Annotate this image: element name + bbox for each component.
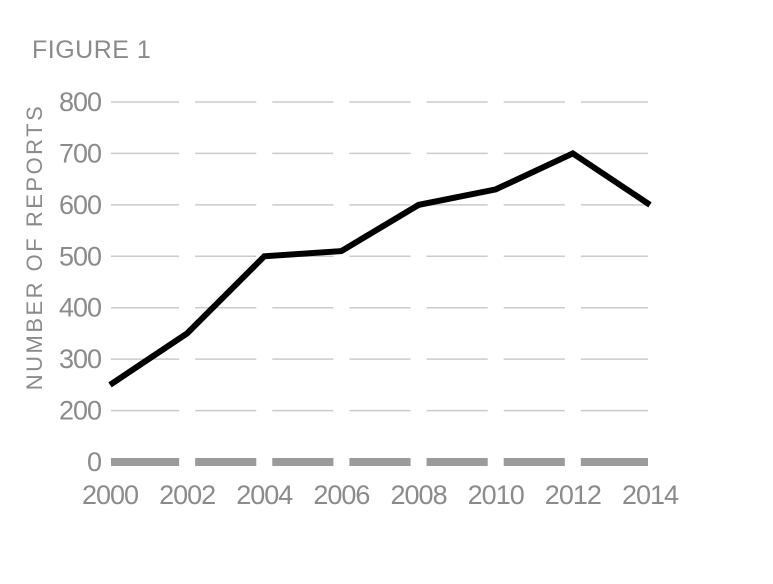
- y-tick-label-600: 600: [59, 190, 101, 220]
- x-tick-label-2010: 2010: [468, 480, 524, 510]
- y-tick-label-0: 0: [87, 447, 101, 477]
- x-tick-label-2004: 2004: [236, 480, 293, 510]
- x-tick-label-2002: 2002: [159, 480, 215, 510]
- x-tick-labels: 2000 2002 2004 2006 2008 2010 2012 2014: [82, 480, 680, 510]
- y-tick-label-400: 400: [59, 293, 101, 323]
- y-tick-label-500: 500: [59, 241, 101, 271]
- y-tick-label-300: 300: [59, 344, 101, 374]
- figure-title: FIGURE 1: [32, 36, 152, 64]
- y-axis-label: NUMBER OF REPORTS: [22, 104, 47, 391]
- x-tick-label-2006: 2006: [313, 480, 369, 510]
- gridlines: [111, 101, 648, 466]
- y-tick-label-200: 200: [59, 396, 101, 426]
- x-tick-label-2014: 2014: [622, 480, 679, 510]
- data-line-number-of-reports: [108, 149, 652, 388]
- x-tick-label-2000: 2000: [82, 480, 138, 510]
- y-tick-label-800: 800: [59, 87, 101, 117]
- x-tick-label-2008: 2008: [391, 480, 447, 510]
- y-tick-labels: 0 200 300 400 500 600 700 800: [59, 87, 102, 477]
- x-tick-label-2012: 2012: [545, 480, 601, 510]
- y-tick-label-700: 700: [59, 138, 101, 168]
